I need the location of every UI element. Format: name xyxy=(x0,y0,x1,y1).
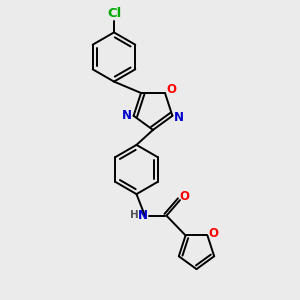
Text: O: O xyxy=(179,190,190,203)
Text: N: N xyxy=(122,109,132,122)
Text: H: H xyxy=(130,210,139,220)
Text: N: N xyxy=(174,111,184,124)
Text: Cl: Cl xyxy=(107,7,121,20)
Text: O: O xyxy=(167,83,177,97)
Text: N: N xyxy=(137,209,148,222)
Text: O: O xyxy=(208,227,218,241)
